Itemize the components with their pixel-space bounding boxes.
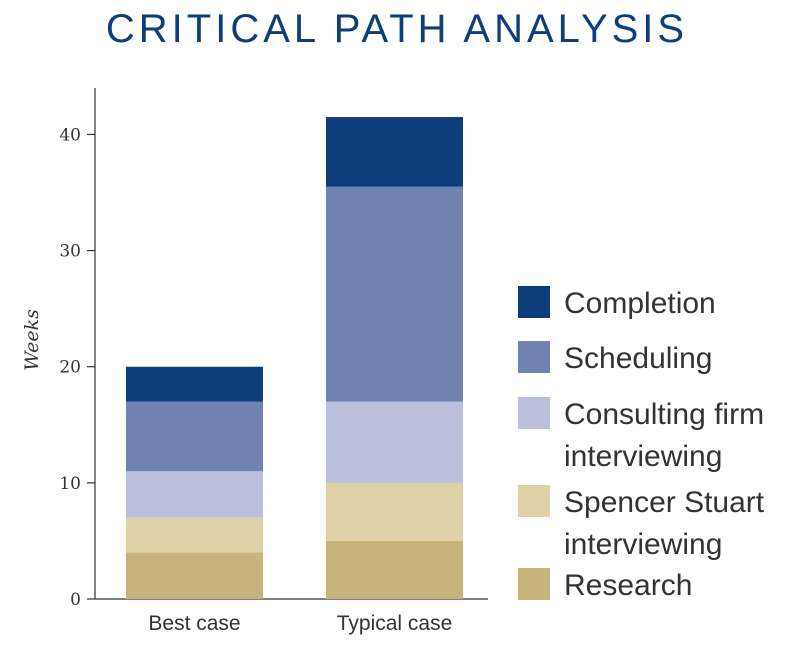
y-tick-label: 40 (59, 125, 81, 145)
legend-label: Consulting firm (564, 398, 764, 431)
legend-label: interviewing (564, 440, 722, 473)
legend-swatch (518, 286, 550, 318)
bar-segment (126, 471, 263, 518)
x-tick-label: Best case (148, 612, 240, 635)
legend-swatch (518, 397, 550, 429)
bar-segment (126, 552, 263, 599)
legend: Completion Scheduling Consulting firm inter… (518, 286, 765, 602)
bar-segment (326, 482, 463, 541)
bar-segment (326, 401, 463, 483)
bar-segment (126, 366, 263, 402)
bar-segment (326, 540, 463, 599)
tick-labels: 0 10 20 30 40 Best case Typical case (59, 125, 452, 635)
bar-segment (326, 117, 463, 187)
legend-swatch (518, 568, 550, 600)
legend-label: Completion (564, 287, 716, 320)
y-axis-label: Weeks (21, 309, 43, 371)
chart-title: CRITICAL PATH ANALYSIS (106, 7, 688, 51)
x-tick-label: Typical case (337, 612, 453, 635)
bar-segment (326, 186, 463, 402)
bars (126, 117, 463, 599)
y-tick-label: 0 (70, 590, 81, 610)
legend-label: interviewing (564, 528, 722, 561)
bar-segment (126, 517, 263, 553)
legend-swatch (518, 341, 550, 373)
y-tick-label: 10 (59, 474, 81, 494)
bar-segment (126, 401, 263, 472)
legend-label: Research (564, 569, 692, 602)
y-tick-label: 20 (59, 358, 81, 378)
legend-label: Scheduling (564, 342, 712, 375)
legend-label: Spencer Stuart (564, 486, 765, 519)
legend-swatch (518, 485, 550, 517)
y-tick-label: 30 (59, 242, 81, 262)
